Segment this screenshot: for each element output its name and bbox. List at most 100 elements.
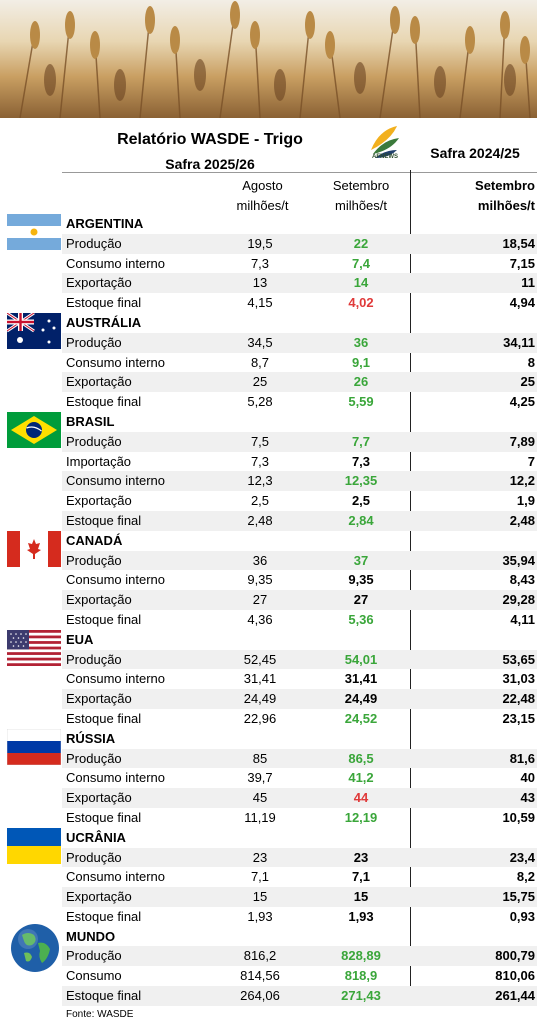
value-september: 24,49 <box>344 691 378 707</box>
value-previous-september: 261,44 <box>495 988 535 1004</box>
value-september: 1,93 <box>348 908 374 924</box>
value-august: 4,15 <box>247 295 273 311</box>
value-previous-september: 23,15 <box>502 710 535 726</box>
value-september: 12,19 <box>344 809 378 825</box>
col-aug-header: Agosto <box>242 178 283 193</box>
value-previous-september: 4,94 <box>509 295 535 311</box>
row-label: Estoque final <box>66 611 142 627</box>
value-september: 27 <box>353 592 369 608</box>
col-sep-unit: milhões/t <box>334 198 388 213</box>
row-label: Consumo interno <box>66 255 165 271</box>
row-label: Consumo <box>66 968 122 984</box>
country-header-row: MUNDO <box>0 923 537 972</box>
row-label: Consumo interno <box>66 572 165 588</box>
country-name: CANADÁ <box>66 532 123 548</box>
value-september: 5,36 <box>348 611 374 627</box>
value-august: 11,19 <box>244 809 276 825</box>
value-august: 25 <box>252 374 268 390</box>
table-row: Estoque final 264,06 271,43 261,44 <box>0 986 537 1006</box>
source-note: Fonte: WASDE <box>66 1009 134 1020</box>
row-label: Produção <box>66 334 122 350</box>
value-september: 41,2 <box>348 770 374 786</box>
country-header-row: BRASIL <box>0 411 537 448</box>
value-september: 7,4 <box>351 255 371 271</box>
value-previous-september: 1,9 <box>516 493 535 509</box>
row-label: Estoque final <box>66 394 142 410</box>
value-september: 9,35 <box>348 572 374 588</box>
value-august: 264,06 <box>240 988 280 1004</box>
value-august: 5,28 <box>247 394 273 410</box>
row-label: Estoque final <box>66 512 142 528</box>
value-previous-september: 2,48 <box>509 512 535 528</box>
value-september: 23 <box>353 849 369 865</box>
value-previous-september: 35,94 <box>502 552 535 568</box>
table-row: Estoque final 1,93 1,93 0,93 <box>0 907 537 927</box>
value-august: 1,93 <box>247 908 273 924</box>
row-label: Estoque final <box>66 295 142 311</box>
table-row: Consumo 814,56 818,9 810,06 <box>0 966 537 986</box>
value-september: 5,59 <box>348 394 374 410</box>
column-divider <box>410 170 411 1004</box>
value-august: 12,3 <box>247 473 273 489</box>
table-row: Consumo interno 7,3 7,4 7,15 <box>0 254 537 274</box>
crop-year-previous: Safra 2024/25 <box>430 145 520 161</box>
row-label: Exportação <box>66 691 132 707</box>
value-august: 7,1 <box>250 869 270 885</box>
table-row: Consumo interno 9,35 9,35 8,43 <box>0 570 537 590</box>
row-label: Produção <box>66 750 122 766</box>
value-august: 7,5 <box>250 433 270 449</box>
value-august: 7,3 <box>250 453 270 469</box>
country-name: RÚSSIA <box>66 730 116 746</box>
value-august: 31,41 <box>243 671 277 687</box>
value-september: 828,89 <box>341 948 381 964</box>
country-header-row: ARGENTINA <box>0 214 537 250</box>
row-label: Consumo interno <box>66 770 165 786</box>
value-september: 7,1 <box>351 869 371 885</box>
table-row: Consumo interno 7,1 7,1 8,2 <box>0 867 537 887</box>
row-label: Consumo interno <box>66 354 165 370</box>
country-name: MUNDO <box>66 928 116 944</box>
table-row: Produção 52,45 54,01 53,65 <box>0 649 537 670</box>
row-label: Estoque final <box>66 908 142 924</box>
wheat-field-banner <box>0 0 537 118</box>
value-august: 85 <box>252 750 268 766</box>
value-previous-september: 7 <box>527 453 535 469</box>
table-row: Consumo interno 31,41 31,41 31,03 <box>0 669 537 689</box>
country-header-row: UCRÂNIA <box>0 827 537 864</box>
table-row: Consumo interno 8,7 9,1 8 <box>0 353 537 373</box>
row-label: Estoque final <box>66 988 142 1004</box>
value-september: 24,52 <box>344 710 378 726</box>
value-august: 15 <box>252 889 268 905</box>
country-header-row: AUSTRÁLIA <box>0 311 537 349</box>
value-previous-september: 25 <box>520 374 535 390</box>
value-previous-september: 43 <box>520 790 535 806</box>
globe-icon <box>8 921 62 975</box>
value-previous-september: 34,11 <box>503 334 535 350</box>
value-august: 8,7 <box>250 354 270 370</box>
value-august: 7,3 <box>250 255 270 271</box>
table-row: Estoque final 11,19 12,19 10,59 <box>0 808 537 828</box>
row-label: Importação <box>66 453 132 469</box>
value-august: 23 <box>252 849 268 865</box>
country-name: EUA <box>66 631 94 647</box>
value-previous-september: 18,54 <box>502 235 535 251</box>
value-september: 22 <box>353 235 369 251</box>
table-row: Consumo interno 12,3 12,35 12,2 <box>0 471 537 491</box>
value-september: 14 <box>353 275 369 291</box>
table-row: Estoque final 4,15 4,02 4,94 <box>0 293 537 313</box>
value-previous-september: 15,75 <box>502 889 535 905</box>
table-row: Produção 19,5 22 18,54 <box>0 233 537 254</box>
col-prev-unit: milhões/t <box>477 198 535 213</box>
brazil-flag <box>7 411 61 448</box>
col-aug-unit: milhões/t <box>236 198 289 213</box>
table-row: Estoque final 22,96 24,52 23,15 <box>0 709 537 729</box>
value-september: 44 <box>353 790 369 806</box>
value-august: 27 <box>252 592 268 608</box>
table-row: Consumo interno 39,7 41,2 40 <box>0 768 537 788</box>
table-row: Exportação 2,5 2,5 1,9 <box>0 491 537 511</box>
value-august: 814,56 <box>240 968 280 984</box>
value-august: 39,7 <box>247 770 273 786</box>
value-september: 37 <box>353 552 369 568</box>
row-label: Produção <box>66 235 122 251</box>
value-september: 271,43 <box>341 988 381 1004</box>
